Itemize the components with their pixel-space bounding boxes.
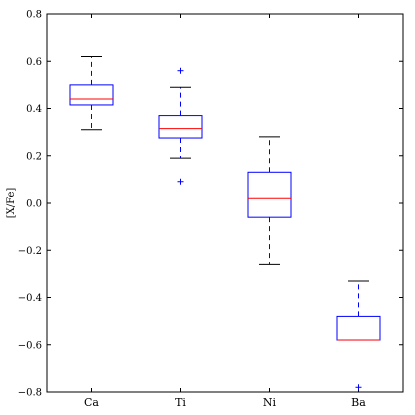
box-ca (69, 56, 114, 131)
plot-frame (46, 13, 404, 393)
flier-point (177, 178, 184, 185)
y-tick-label: 0.4 (26, 104, 42, 115)
box-ti (158, 67, 203, 185)
y-tick-label: 0.8 (26, 10, 42, 21)
x-tick-label: Ni (263, 396, 277, 409)
x-tick-label: Ti (175, 396, 186, 409)
box-ni (247, 136, 292, 265)
box-iqr (336, 315, 381, 341)
flier-point (177, 67, 184, 74)
box-iqr (158, 115, 203, 139)
x-tick-label: Ba (351, 396, 366, 409)
y-tick-label: −0.4 (18, 293, 42, 304)
flier-point (355, 384, 362, 391)
box-iqr (69, 84, 114, 106)
y-tick-label: 0.6 (26, 57, 42, 68)
box-ba (336, 280, 381, 391)
x-tick-label: Ca (84, 396, 99, 409)
y-axis-label: [X/Fe] (6, 188, 17, 219)
y-tick-label: −0.2 (18, 246, 42, 257)
box-iqr (247, 171, 292, 218)
y-tick-label: −0.8 (18, 388, 42, 399)
y-tick-label: 0.0 (26, 199, 42, 210)
y-tick-label: 0.2 (26, 151, 42, 162)
y-tick-label: −0.6 (18, 340, 42, 351)
